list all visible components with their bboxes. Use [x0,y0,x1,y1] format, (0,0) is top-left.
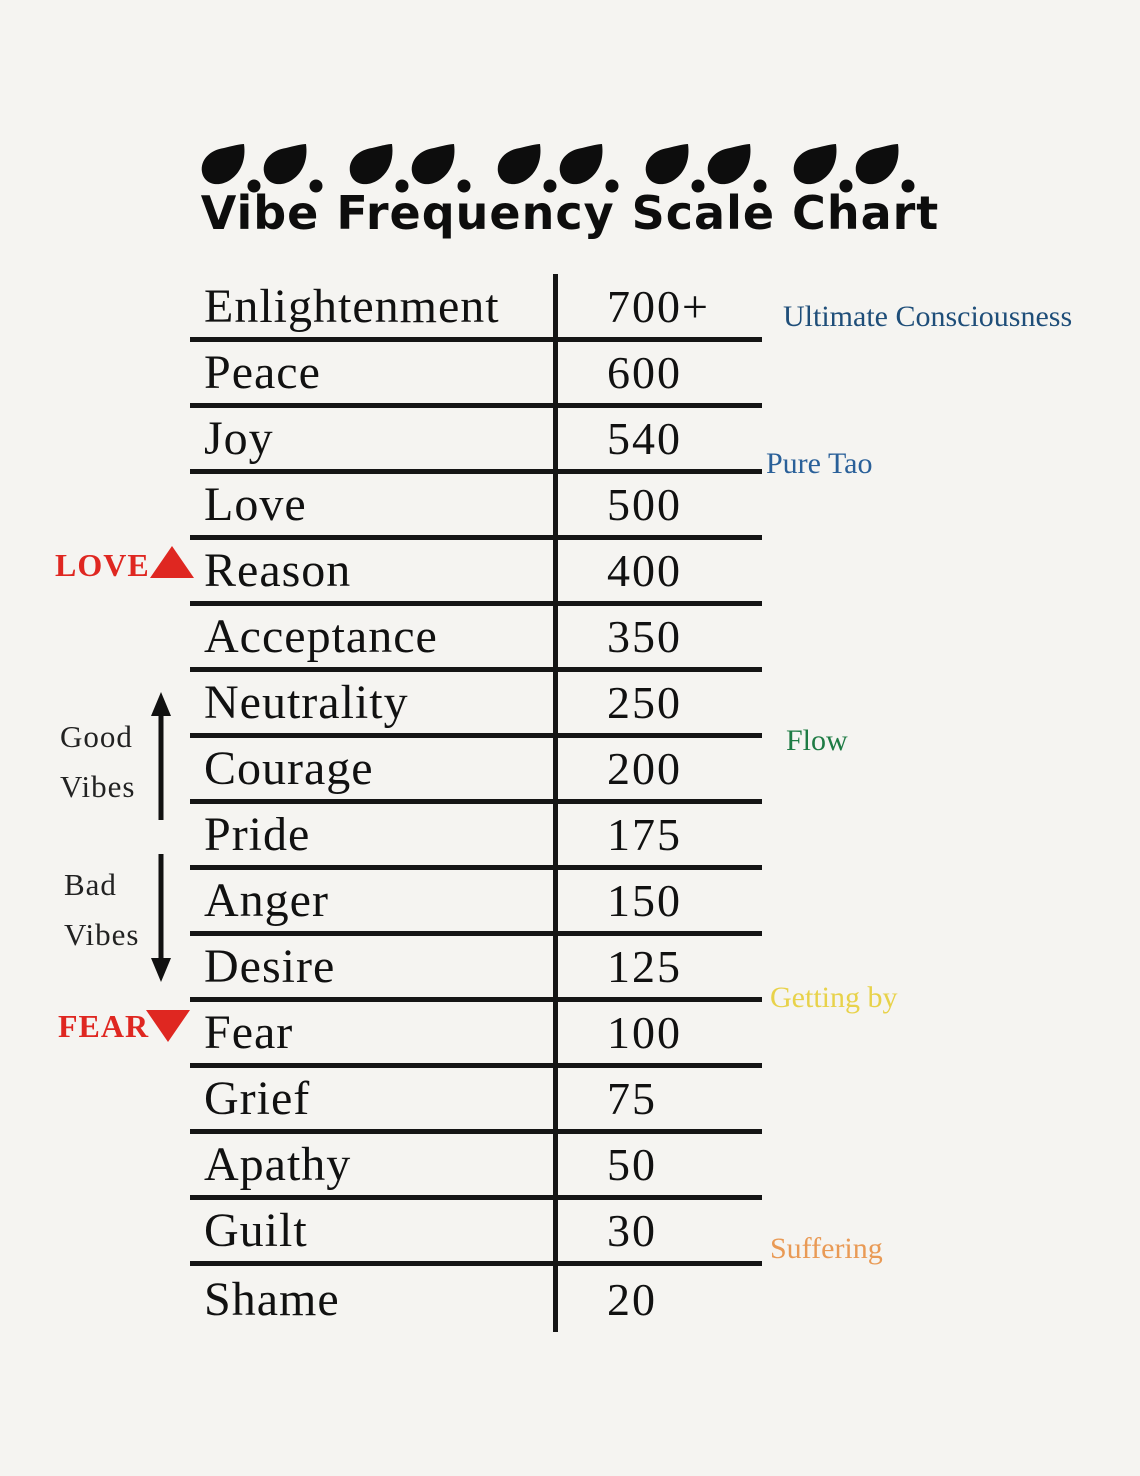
emotion-label: Anger [204,874,329,927]
frequency-value: 250 [607,677,682,728]
table-row: Fear 100 [190,1002,762,1068]
frequency-value: 100 [607,1007,682,1058]
good-vibes-line1: Good [60,719,133,754]
fear-down-triangle-icon [146,1010,190,1042]
emotion-label: Neutrality [204,676,409,729]
emotion-label: Love [204,478,307,531]
love-label: LOVE [55,547,150,583]
table-row: Guilt 30 [190,1200,762,1266]
frequency-value: 600 [607,347,682,398]
good-vibes-line2: Vibes [60,768,136,804]
good-vibes-label: Good Vibes [60,712,135,811]
frequency-value: 175 [607,809,682,860]
frequency-value: 30 [607,1205,657,1256]
frequency-table: Enlightenment 700+ Peace 600 Joy 540 Lov… [190,276,762,1332]
table-row: Neutrality 250 [190,672,762,738]
table-row: Pride 175 [190,804,762,870]
frequency-value: 75 [607,1073,657,1124]
table-row: Courage 200 [190,738,762,804]
emotion-label: Enlightenment [204,280,500,333]
emotion-label: Reason [204,544,352,597]
emotion-label: Shame [204,1272,340,1326]
annotation-suffering: Suffering [770,1232,883,1265]
table-row: Peace 600 [190,342,762,408]
annotation-pure-tao: Pure Tao [766,447,873,480]
emotion-label: Joy [204,412,274,465]
frequency-value: 700+ [607,281,710,332]
table-row: Love 500 [190,474,762,540]
emotion-label: Acceptance [204,610,438,663]
emotion-label: Fear [204,1006,294,1059]
emotion-label: Grief [204,1072,311,1125]
emotion-label: Desire [204,940,336,993]
annotation-flow: Flow [786,724,848,757]
table-row: Grief 75 [190,1068,762,1134]
emotion-label: Guilt [204,1204,308,1257]
emotion-label: Apathy [204,1138,352,1191]
table-row: Apathy 50 [190,1134,762,1200]
good-vibes-up-arrow-icon [151,692,171,820]
frequency-value: 350 [607,611,682,662]
love-up-triangle-icon [150,546,194,578]
annotation-getting-by: Getting by [770,981,898,1014]
fear-label: FEAR [58,1008,150,1044]
table-row: Shame 20 [190,1266,762,1332]
page-title: Vibe Frequency Scale Chart [200,186,940,240]
annotation-ultimate-consciousness: Ultimate Consciousness [783,300,1073,333]
frequency-value: 540 [607,413,682,464]
table-row: Reason 400 [190,540,762,606]
frequency-value: 150 [607,875,682,926]
table-row: Anger 150 [190,870,762,936]
table-row: Acceptance 350 [190,606,762,672]
frequency-value: 20 [607,1273,657,1325]
frequency-value: 200 [607,743,682,794]
frequency-value: 400 [607,545,682,596]
bad-vibes-line2: Vibes [64,916,140,952]
bad-vibes-label: Bad Vibes [64,860,139,959]
frequency-value: 125 [607,941,682,992]
bad-vibes-down-arrow-icon [151,854,171,982]
frequency-value: 500 [607,479,682,530]
table-row: Desire 125 [190,936,762,1002]
table-row: Joy 540 [190,408,762,474]
table-row: Enlightenment 700+ [190,276,762,342]
emotion-label: Peace [204,346,321,399]
emotion-label: Courage [204,742,374,795]
emotion-label: Pride [204,808,311,861]
frequency-value: 50 [607,1139,657,1190]
bad-vibes-line1: Bad [64,867,117,902]
